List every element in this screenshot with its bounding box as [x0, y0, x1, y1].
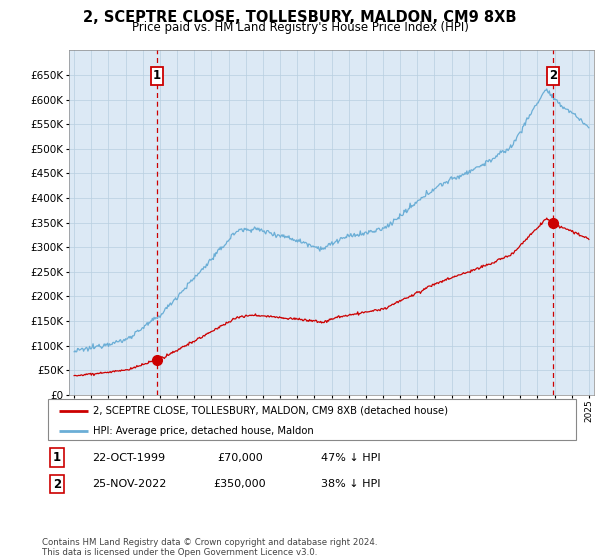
- Text: 1: 1: [53, 451, 61, 464]
- Text: 22-OCT-1999: 22-OCT-1999: [92, 452, 166, 463]
- Text: 38% ↓ HPI: 38% ↓ HPI: [321, 479, 381, 489]
- Text: Price paid vs. HM Land Registry's House Price Index (HPI): Price paid vs. HM Land Registry's House …: [131, 21, 469, 34]
- Text: 47% ↓ HPI: 47% ↓ HPI: [321, 452, 381, 463]
- Text: 2, SCEPTRE CLOSE, TOLLESBURY, MALDON, CM9 8XB: 2, SCEPTRE CLOSE, TOLLESBURY, MALDON, CM…: [83, 10, 517, 25]
- Text: 2: 2: [549, 69, 557, 82]
- Text: 2: 2: [53, 478, 61, 491]
- Text: 1: 1: [153, 69, 161, 82]
- Text: £70,000: £70,000: [217, 452, 263, 463]
- Text: £350,000: £350,000: [214, 479, 266, 489]
- Text: HPI: Average price, detached house, Maldon: HPI: Average price, detached house, Mald…: [93, 426, 314, 436]
- FancyBboxPatch shape: [48, 399, 576, 440]
- Text: Contains HM Land Registry data © Crown copyright and database right 2024.
This d: Contains HM Land Registry data © Crown c…: [42, 538, 377, 557]
- Text: 25-NOV-2022: 25-NOV-2022: [92, 479, 166, 489]
- Text: 2, SCEPTRE CLOSE, TOLLESBURY, MALDON, CM9 8XB (detached house): 2, SCEPTRE CLOSE, TOLLESBURY, MALDON, CM…: [93, 405, 448, 416]
